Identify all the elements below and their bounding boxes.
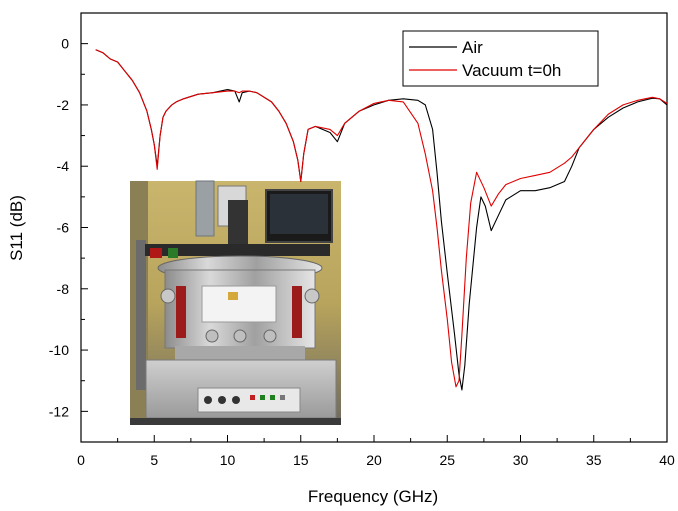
x-tick-label: 10 bbox=[220, 452, 236, 468]
legend-label-air: Air bbox=[462, 38, 483, 57]
x-tick-label: 5 bbox=[150, 452, 158, 468]
legend: Air Vacuum t=0h bbox=[402, 30, 599, 87]
x-tick-label: 20 bbox=[366, 452, 382, 468]
y-tick-label: -6 bbox=[57, 220, 70, 236]
y-axis-title: S11 (dB) bbox=[7, 195, 26, 261]
x-tick-label: 15 bbox=[293, 452, 309, 468]
x-tick-label: 25 bbox=[439, 452, 455, 468]
series-line-vacuum bbox=[95, 49, 667, 388]
x-tick-label: 35 bbox=[586, 452, 602, 468]
x-tick-label: 40 bbox=[659, 452, 675, 468]
y-tick-label: -2 bbox=[57, 97, 70, 113]
x-tick-label: 30 bbox=[513, 452, 529, 468]
y-axis: 0 -2 -4 -6 -8 -10 -12 bbox=[49, 36, 88, 419]
series-layer bbox=[95, 49, 667, 391]
y-tick-label: -4 bbox=[57, 158, 70, 174]
x-axis: 0 5 10 15 20 25 30 35 40 bbox=[77, 435, 675, 468]
y-tick-label: -8 bbox=[57, 281, 70, 297]
vacuum-chamber-photo bbox=[130, 180, 341, 425]
legend-label-vacuum: Vacuum t=0h bbox=[462, 61, 561, 80]
y-tick-label: 0 bbox=[61, 36, 69, 52]
x-axis-title: Frequency (GHz) bbox=[308, 487, 438, 506]
y-tick-label: -12 bbox=[49, 403, 69, 419]
x-tick-label: 0 bbox=[77, 452, 85, 468]
y-tick-label: -10 bbox=[49, 342, 69, 358]
